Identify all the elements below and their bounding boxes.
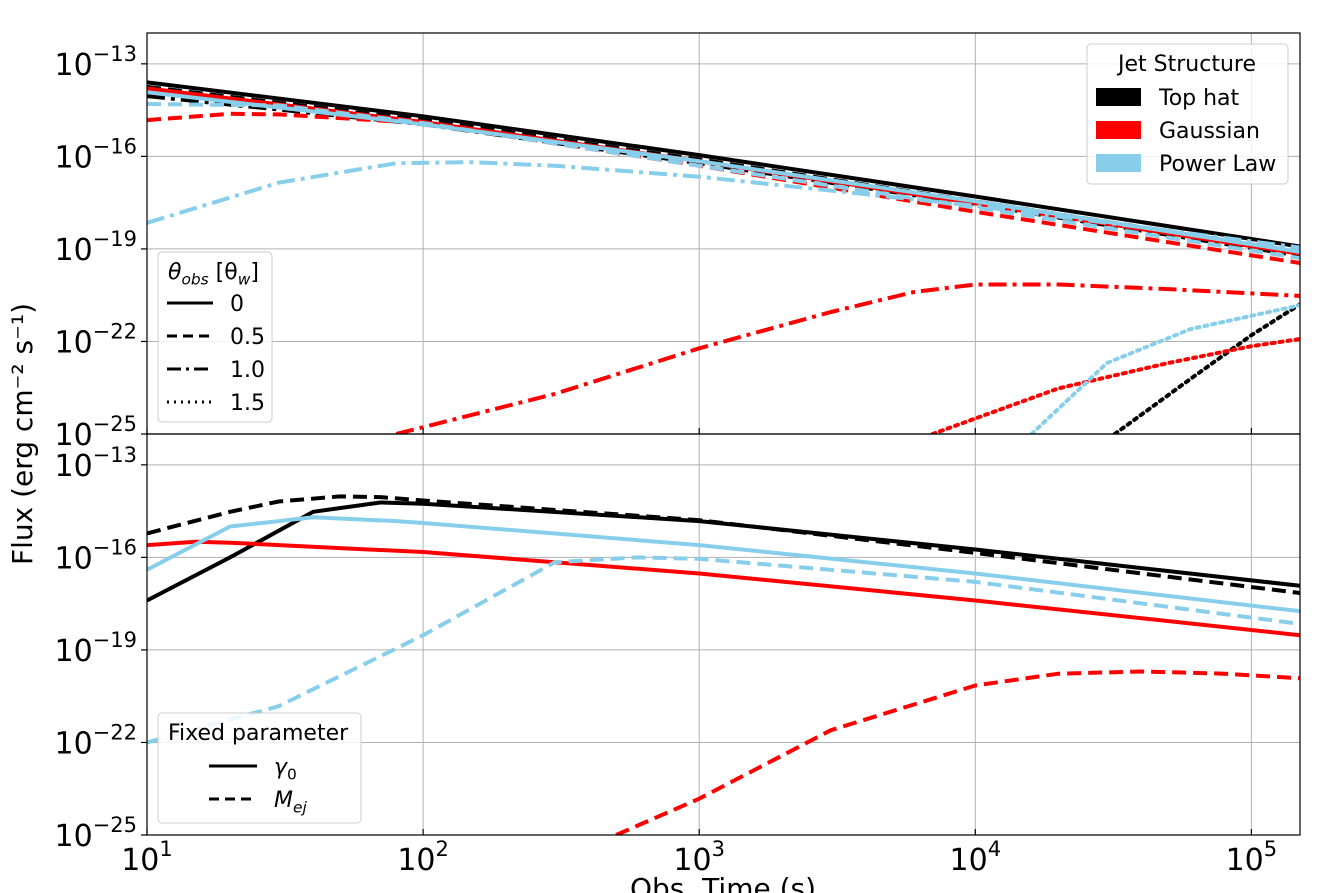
y-axis-label: Flux (erg cm⁻² s⁻¹) xyxy=(6,303,39,565)
legend-label: 1.0 xyxy=(230,358,265,383)
x-tick-label: 103 xyxy=(673,837,725,878)
series-line xyxy=(147,80,1300,249)
legend-title: θobs [θw] xyxy=(168,260,259,289)
series-line xyxy=(147,494,1300,595)
legend-label: γ0 xyxy=(274,755,297,784)
legend-label: Gaussian xyxy=(1159,119,1260,144)
series-line xyxy=(147,102,1300,261)
series-line xyxy=(395,282,1300,434)
legend-title: Jet Structure xyxy=(1116,52,1256,77)
axes-frame-bottom xyxy=(146,433,1301,836)
x-tick-label: 104 xyxy=(950,837,1002,878)
legend-label: Mej xyxy=(274,788,307,817)
series-bottom xyxy=(147,494,1300,835)
x-tick-label: 105 xyxy=(1226,837,1278,878)
legend-label: 1.5 xyxy=(230,391,265,416)
y-tick-label: 10−25 xyxy=(54,412,137,453)
series-line xyxy=(147,160,1300,250)
y-tick-label: 10−16 xyxy=(54,535,137,576)
x-axis-label: Obs. Time (s) xyxy=(630,872,816,893)
series-line xyxy=(147,90,1300,254)
y-tick-label: 10−22 xyxy=(54,319,137,360)
series-top xyxy=(147,80,1300,434)
series-line xyxy=(147,500,1300,603)
legend-swatch xyxy=(1096,88,1141,106)
ticks: 10−1310−1610−1910−2210−2510−1310−1610−19… xyxy=(54,42,1277,878)
legend-label: Power Law xyxy=(1159,152,1276,177)
series-line xyxy=(930,337,1300,434)
legend-swatch xyxy=(1096,154,1141,172)
series-line xyxy=(147,515,1300,614)
legend-fixed-parameter xyxy=(157,712,362,824)
y-tick-label: 10−25 xyxy=(54,813,137,854)
legends: Jet Structure Top hat Gaussian Power Law θob… xyxy=(157,43,1289,824)
y-tick-label: 10−19 xyxy=(54,628,137,669)
y-tick-label: 10−13 xyxy=(54,42,137,83)
legend-title: Fixed parameter xyxy=(168,721,349,746)
series-line xyxy=(1029,303,1300,434)
legend-swatch xyxy=(1096,121,1141,139)
legend-jet-structure xyxy=(1086,43,1289,185)
y-tick-label: 10−13 xyxy=(54,443,137,484)
legend-theta-obs xyxy=(157,251,273,423)
x-tick-label: 102 xyxy=(397,837,449,878)
y-tick-label: 10−22 xyxy=(54,720,137,761)
series-line xyxy=(1112,302,1300,434)
legend-label: Top hat xyxy=(1158,86,1240,111)
legend-label: 0.5 xyxy=(230,325,265,350)
y-tick-label: 10−16 xyxy=(54,134,137,175)
legend-label: 0 xyxy=(230,292,244,317)
series-line xyxy=(615,669,1300,835)
x-tick-label: 101 xyxy=(121,837,173,878)
y-tick-label: 10−19 xyxy=(54,227,137,268)
series-line xyxy=(147,555,1300,745)
series-line xyxy=(147,539,1300,638)
